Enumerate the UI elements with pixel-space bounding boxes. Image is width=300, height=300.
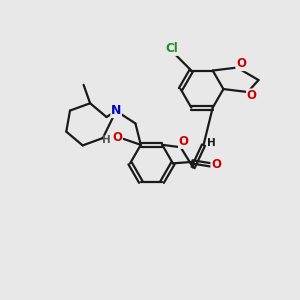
Text: O: O bbox=[211, 158, 221, 171]
Text: O: O bbox=[247, 89, 256, 102]
Text: O: O bbox=[236, 58, 246, 70]
Text: H: H bbox=[207, 138, 216, 148]
Text: O: O bbox=[178, 135, 189, 148]
Text: N: N bbox=[111, 104, 121, 118]
Text: Cl: Cl bbox=[165, 42, 178, 55]
Text: H: H bbox=[102, 135, 111, 146]
Text: O: O bbox=[112, 131, 122, 144]
